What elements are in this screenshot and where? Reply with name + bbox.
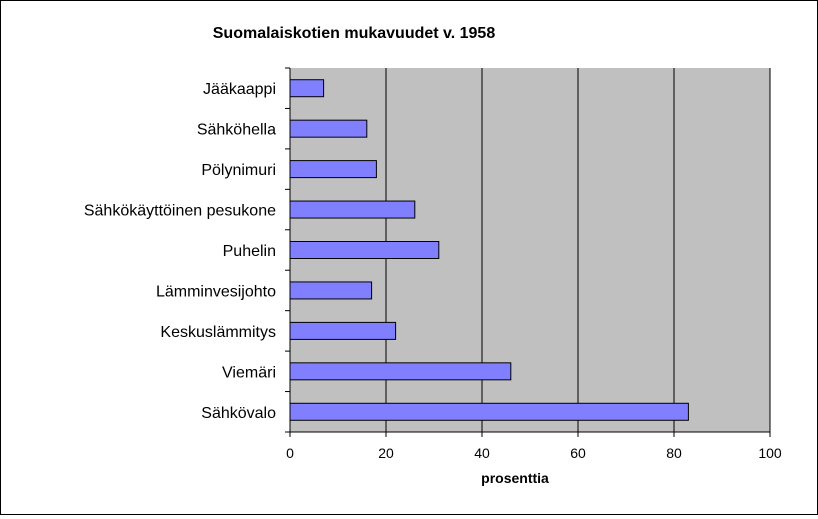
- x-tick-labels: 0 20 40 60 80 100: [286, 445, 782, 461]
- bar-4: [289, 200, 416, 219]
- x-tick-label: 0: [286, 445, 294, 461]
- axes: [285, 67, 771, 437]
- category-label: Sähkökäyttöinen pesukone: [84, 203, 276, 220]
- x-axis-title: prosenttia: [481, 470, 549, 486]
- bar-8: [289, 362, 512, 381]
- bar-7: [289, 321, 397, 340]
- bar-2: [289, 119, 368, 138]
- category-label: Keskuslämmitys: [160, 324, 276, 341]
- bar-6: [289, 281, 373, 300]
- bar-9: [289, 402, 689, 421]
- x-tick-label: 40: [474, 445, 490, 461]
- x-tick-label: 60: [570, 445, 586, 461]
- category-label: Puhelin: [223, 243, 276, 260]
- x-tick-label: 20: [378, 445, 394, 461]
- bar-5: [289, 241, 440, 259]
- category-label: Lämminvesijohto: [156, 283, 276, 300]
- bars: [289, 79, 689, 421]
- category-label: Viemäri: [222, 364, 276, 381]
- category-label: Pölynimuri: [201, 162, 276, 179]
- category-label: Sähköhella: [197, 122, 276, 139]
- category-labels: Jääkaappi Sähköhella Pölynimuri Sähkökäyttö…: [84, 81, 276, 422]
- x-tick-label: 80: [666, 445, 682, 461]
- x-tick-label: 100: [758, 445, 782, 461]
- chart-title: Suomalaiskotien mukavuudet v. 1958: [213, 25, 496, 42]
- bar-3: [289, 160, 377, 179]
- category-label: Sähkövalo: [201, 405, 276, 422]
- category-label: Jääkaappi: [203, 81, 276, 98]
- bar-1: [289, 79, 325, 98]
